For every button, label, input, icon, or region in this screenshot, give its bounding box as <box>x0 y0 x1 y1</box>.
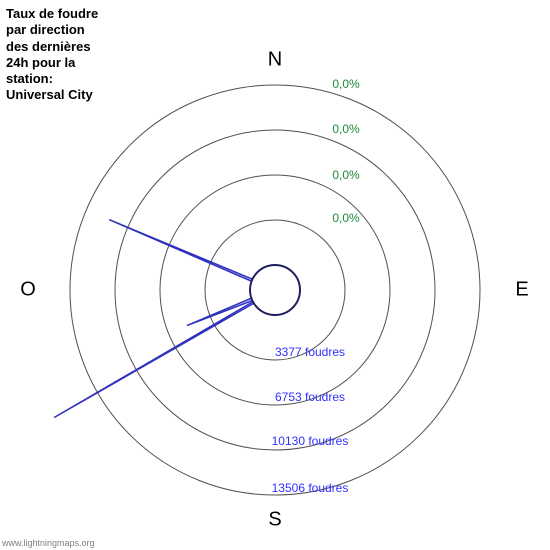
inner-circle <box>250 265 300 315</box>
polar-chart-svg: N S E O 0,0% 0,0% 0,0% 0,0% 3377 foudres 6753 fou… <box>0 0 550 550</box>
cardinal-o: O <box>20 278 36 300</box>
ring-label-rate: 0,0% <box>332 122 360 136</box>
cardinal-e: E <box>515 278 528 300</box>
credit-text: www.lightningmaps.org <box>2 538 95 548</box>
ring-label-rate: 0,0% <box>332 77 360 91</box>
petal <box>54 302 254 418</box>
ring-label-count: 13506 foudres <box>272 481 349 495</box>
ring-label-count: 3377 foudres <box>275 345 345 359</box>
petal <box>109 220 252 282</box>
cardinal-s: S <box>268 508 281 530</box>
ring-label-rate: 0,0% <box>332 168 360 182</box>
cardinal-n: N <box>268 48 282 70</box>
ring-label-rate: 0,0% <box>332 211 360 225</box>
ring-label-count: 10130 foudres <box>272 434 349 448</box>
chart-container: Taux de foudre par direction des dernièr… <box>0 0 550 550</box>
ring-label-count: 6753 foudres <box>275 390 345 404</box>
